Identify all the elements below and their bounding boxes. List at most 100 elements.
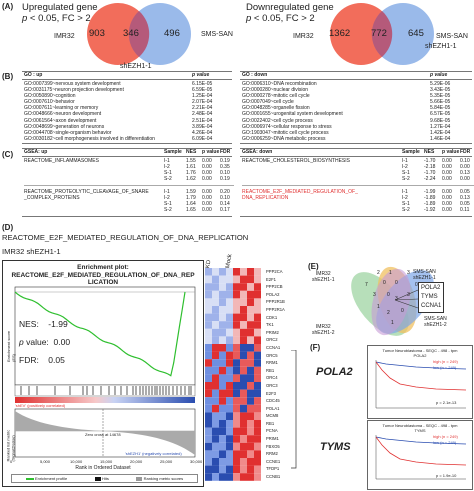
gsea-up-set-name: REACTOME_INFLAMMASOMES bbox=[24, 158, 99, 164]
heatmap-cell bbox=[233, 427, 240, 436]
heatmap-gene-label: PRIM2 bbox=[266, 329, 279, 335]
heatmap-cell bbox=[233, 275, 240, 284]
heatmap-cell bbox=[226, 465, 233, 474]
heatmap-col-mock: Mock bbox=[225, 253, 234, 269]
go-up-row: GO:0007399~nervous system development 6.1… bbox=[24, 81, 234, 87]
x-tick-label: 5,000 bbox=[40, 459, 51, 464]
venn4-imr32-1-label: IMR32 shEZH1-1 bbox=[312, 271, 335, 283]
heatmap-cell bbox=[219, 427, 226, 436]
heatmap-cell bbox=[226, 366, 233, 375]
gsea-down-col-header: Sample bbox=[402, 149, 420, 155]
heatmap-cell bbox=[226, 374, 233, 382]
go-up-term: GO:0044708~single-organism behavior bbox=[24, 129, 112, 136]
gsea-up-set: REACTOME_INFLAMMASOMES I-1 1.55 0.00 0.19 I-2… bbox=[24, 158, 234, 184]
es-axis-label: Enrichment score (ES) bbox=[6, 330, 16, 362]
heatmap-cell bbox=[240, 298, 247, 306]
heatmap-gene-label: CDK1 bbox=[266, 314, 278, 320]
heatmap-cell bbox=[212, 382, 219, 390]
go-down-term: GO:0007049~cell cycle bbox=[242, 99, 294, 106]
venn4-imr32-2-label: IMR32 shEZH1-2 bbox=[312, 324, 335, 336]
p-stat: p value: 0.00 bbox=[19, 337, 70, 347]
venn-up-left-label: IMR32 bbox=[54, 33, 75, 40]
go-down-pvalue: 9.68E-05 bbox=[430, 117, 451, 124]
gsea-down-cell: 0.00 bbox=[442, 176, 452, 182]
gsea-down-col-header: NES bbox=[424, 149, 435, 155]
km-low-curve bbox=[375, 361, 467, 370]
gsea-down-cell: -1.99 bbox=[424, 189, 436, 195]
gsea-down-cell: S-1 bbox=[402, 170, 410, 176]
gsea-up-cell: S-2 bbox=[164, 176, 172, 182]
venn4-gene-1: POLA2 bbox=[421, 285, 441, 291]
heatmap-cell bbox=[212, 290, 219, 299]
enrichment-plot-title-3: LICATION bbox=[87, 279, 119, 286]
heatmap-cell bbox=[205, 404, 212, 413]
go-down-term: GO:0048285~organelle fission bbox=[242, 105, 310, 112]
heatmap-cell bbox=[205, 306, 212, 314]
heatmap-gene-label: PPP2CA bbox=[266, 269, 283, 274]
heatmap-cell bbox=[212, 458, 219, 466]
heatmap-cell bbox=[205, 382, 212, 390]
heatmap-cell bbox=[212, 374, 219, 382]
heatmap-cell bbox=[247, 374, 254, 382]
heatmap-cell bbox=[219, 366, 226, 375]
gsea-down-cell: I-1 bbox=[402, 189, 408, 195]
km-plot-2: Tumor Neuroblastoma - SEQC - 498 - tpm T… bbox=[367, 420, 473, 490]
heatmap-cell bbox=[212, 366, 219, 375]
heatmap-gene-label: TK1 bbox=[266, 322, 274, 328]
heatmap-cell bbox=[212, 435, 219, 443]
enrichment-legend: Enrichment profile Hits Ranking metric s… bbox=[11, 474, 198, 483]
p-label-italic: p bbox=[19, 337, 24, 347]
go-down-pvalue: 1.27E-04 bbox=[430, 123, 451, 130]
heatmap-cell bbox=[212, 427, 219, 436]
heatmap-cell bbox=[254, 283, 261, 291]
gsea-up-cell: 1.61 bbox=[186, 164, 196, 170]
panel-d-letter: (D) bbox=[2, 223, 14, 232]
fdr-stat: FDR: 0.05 bbox=[19, 355, 65, 365]
heatmap-cell bbox=[212, 306, 219, 314]
down-title-line1: Downregulated gene bbox=[246, 2, 334, 13]
heatmap-cell bbox=[212, 465, 219, 474]
down-title: Downregulated gene p < 0.05, FC > 2 bbox=[246, 2, 334, 24]
gsea-down-cell: I-2 bbox=[402, 195, 408, 201]
heatmap-cell bbox=[247, 351, 254, 360]
venn-down-overlap bbox=[371, 11, 393, 57]
go-down-term: GO:0006974~cellular response to stress bbox=[242, 123, 332, 130]
venn-down-left-label: IMR32 bbox=[293, 33, 314, 40]
heatmap-cell bbox=[240, 397, 247, 405]
heatmap-cell bbox=[212, 442, 219, 451]
heatmap-cell bbox=[240, 382, 247, 390]
heatmap-gene-label: POLA1 bbox=[266, 405, 280, 411]
heatmap-cell bbox=[219, 351, 226, 360]
heatmap-cell bbox=[226, 268, 233, 276]
svg-text:3: 3 bbox=[407, 270, 410, 276]
svg-text:0: 0 bbox=[383, 280, 386, 286]
heatmap-cell bbox=[254, 435, 261, 443]
gsea-down-cell: S-2 bbox=[402, 207, 410, 213]
panel-a-letter: (A) bbox=[2, 2, 14, 11]
heatmap-cell bbox=[205, 427, 212, 436]
gsea-up-cell: S-1 bbox=[164, 170, 172, 176]
km2-low: low (n = 249) bbox=[433, 440, 457, 445]
go-down-term: GO:0022402~cell cycle process bbox=[242, 117, 313, 124]
go-up-pvalue: 1.25E-04 bbox=[192, 93, 213, 100]
heatmap-cell bbox=[205, 442, 212, 451]
heatmap-cell bbox=[254, 268, 261, 276]
go-down-pvalue: 6.57E-05 bbox=[430, 111, 451, 118]
heatmap-cell bbox=[247, 397, 254, 405]
heatmap-cell bbox=[212, 298, 219, 306]
heatmap-cell bbox=[254, 465, 261, 474]
heatmap-gene-label: CCNE1 bbox=[266, 458, 281, 464]
heatmap-cell bbox=[254, 306, 261, 314]
gsea-down-col-header: p value bbox=[442, 149, 460, 155]
gsea-down-set: REACTOME_CHOLESTEROL_BIOSYNTHESIS I-1 -1.7… bbox=[242, 158, 474, 184]
heatmap-cell bbox=[205, 420, 212, 428]
heatmap-cell bbox=[254, 374, 261, 382]
go-up-row: GO:0048699~generation of neurons 3.89E-04 bbox=[24, 124, 234, 130]
gsea-down-set-name: REACTOME_E2F_MEDIATED_REGULATION_OF_ bbox=[242, 189, 358, 195]
go-down-row: GO:0022402~cell cycle process 9.68E-05 bbox=[242, 118, 474, 124]
nes-label: NES: bbox=[19, 319, 39, 329]
heatmap-cell bbox=[219, 389, 226, 398]
heatmap-cell bbox=[240, 344, 247, 352]
venn-up-bottom-label: shEZH1-1 bbox=[120, 63, 152, 70]
venn-down-right-count: 645 bbox=[408, 28, 424, 39]
